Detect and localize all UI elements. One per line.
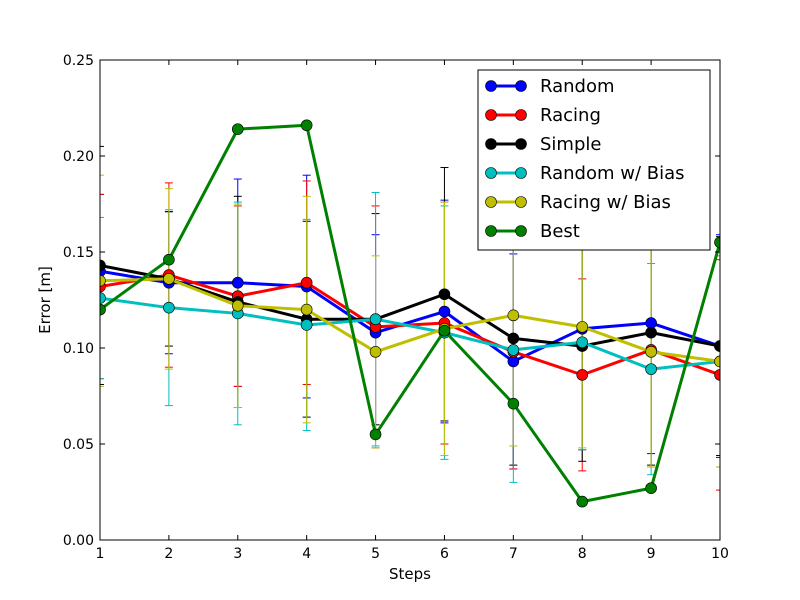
legend-marker [515, 167, 527, 179]
data-point [300, 119, 313, 132]
data-point [507, 309, 520, 322]
x-tick-label: 9 [647, 546, 656, 562]
plot-frame [99, 59, 721, 541]
ticks-layer: 1 2 3 4 5 6 7 8 9 10 0.00 0.05 0.10 0.15 0.20 0.25 [63, 53, 729, 562]
legend-marker [515, 138, 527, 150]
legend-marker [515, 109, 527, 121]
series-line [100, 277, 720, 363]
legend-label: Best [540, 221, 580, 242]
legend-item: Simple [485, 134, 601, 155]
x-tick-label: 5 [371, 546, 380, 562]
data-point [645, 346, 657, 358]
data-point [300, 319, 313, 331]
x-tick-label: 4 [302, 546, 311, 562]
x-tick-label: 7 [509, 546, 518, 562]
legend-item: Racing w/ Bias [485, 192, 671, 213]
data-point [438, 305, 451, 318]
y-tick-label: 0.20 [63, 149, 94, 165]
series-line [100, 123, 720, 504]
data-point [714, 340, 720, 352]
x-tick-label: 1 [96, 546, 105, 562]
legend-item: Racing [485, 105, 601, 126]
error-bar [100, 145, 104, 385]
series-line [100, 296, 720, 371]
data-point [369, 313, 382, 326]
legend-item: Random w/ Bias [485, 163, 685, 184]
data-point [231, 276, 244, 289]
x-tick-label: 6 [440, 546, 449, 562]
data-point [645, 326, 657, 339]
y-tick-label: 0.10 [63, 341, 94, 357]
legend-marker [485, 109, 497, 121]
series-line [100, 269, 720, 363]
data-point [300, 303, 313, 316]
y-tick-label: 0.05 [63, 437, 94, 453]
legend-label: Racing w/ Bias [540, 192, 671, 213]
y-tick-label: 0.15 [63, 245, 94, 261]
x-tick-label: 3 [233, 546, 242, 562]
data-point [231, 123, 244, 135]
data-point [369, 428, 382, 441]
legend-marker [485, 80, 497, 92]
data-point [507, 397, 520, 410]
legend-marker [515, 80, 527, 92]
error-bar [716, 236, 720, 457]
data-point [100, 259, 106, 272]
data-point [300, 276, 313, 289]
data-point [507, 344, 520, 356]
legend-label: Simple [540, 134, 601, 155]
data-point [369, 346, 382, 358]
legend-marker [515, 225, 527, 237]
y-tick-label: 0.00 [63, 533, 94, 549]
error-bar [100, 216, 104, 380]
x-tick-label: 8 [578, 546, 587, 562]
legend-marker [515, 196, 527, 208]
data-point [714, 355, 720, 368]
data-point [100, 292, 106, 304]
legend: Random Racing Simple Random w/ Bias Racing w… [477, 69, 711, 251]
legend-marker [485, 167, 497, 179]
legend-label: Random w/ Bias [540, 163, 685, 184]
x-axis-title: Steps [389, 565, 431, 583]
data-point [231, 299, 244, 312]
legend-box [477, 69, 711, 251]
legend-item: Random [485, 76, 615, 97]
error-bar [716, 259, 720, 491]
data-point [645, 482, 657, 494]
data-point [576, 336, 589, 349]
data-point [714, 369, 720, 381]
error-bar [716, 234, 720, 458]
legend-item: Best [485, 221, 580, 242]
x-tick-label: 10 [711, 546, 729, 562]
y-tick-label: 0.25 [63, 53, 94, 69]
y-axis-title: Error [m] [36, 266, 54, 334]
legend-label: Racing [540, 105, 601, 126]
legend-marker [485, 138, 497, 150]
legend-marker [485, 225, 497, 237]
data-point [576, 369, 589, 381]
data-point [163, 273, 175, 285]
x-tick-label: 2 [164, 546, 173, 562]
data-point [507, 332, 520, 345]
data-point [438, 324, 451, 337]
data-point [714, 236, 720, 249]
data-point [438, 288, 451, 301]
data-point [576, 495, 589, 508]
data-point [163, 301, 175, 314]
error-bar [100, 174, 104, 387]
legend-label: Random [540, 76, 615, 97]
data-point [100, 303, 106, 316]
data-point [645, 363, 657, 375]
data-point [163, 253, 175, 266]
data-point [576, 321, 589, 333]
data-point [100, 275, 106, 287]
legend-marker [485, 196, 497, 208]
